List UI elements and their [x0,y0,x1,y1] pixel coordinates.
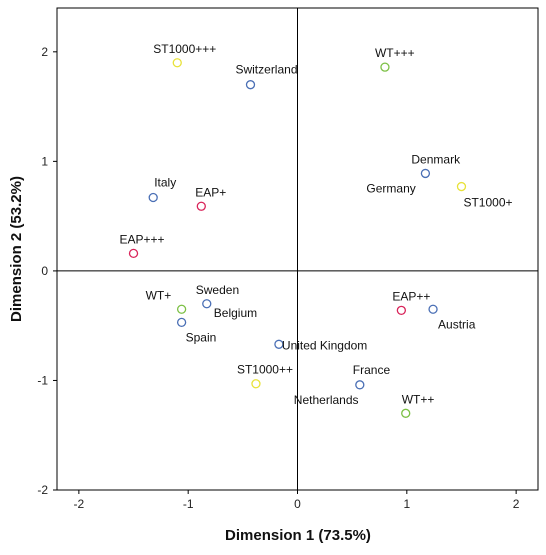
x-tick-label: 1 [403,497,410,511]
point-label-netherlands: Netherlands [294,393,359,407]
point-label-belgium: Belgium [214,306,257,320]
point-marker-switzerland [245,80,256,90]
x-axis-ticks: -2 -1 0 1 2 [74,490,520,511]
point-label-st1000ppp: ST1000+++ [153,42,216,56]
point-label-austria: Austria [438,317,476,331]
point-label-wtppp: WT+++ [375,46,415,60]
x-tick-label: -1 [183,497,194,511]
point-marker-eappp [396,305,407,315]
point-marker-st1000p [456,181,467,192]
point-labels: Switzerland Denmark Germany Italy Sweden Belg… [120,42,513,407]
y-axis-title: Dimension 2 (53.2%) [8,176,25,322]
point-label-eapppp: EAP+++ [120,232,165,246]
x-axis-title: Dimension 1 (73.5%) [225,527,371,544]
point-label-wtpp: WT++ [402,392,435,406]
point-label-united-kingdom: United Kingdom [282,338,367,352]
point-marker-st1000ppp [172,58,182,68]
point-label-st1000pp: ST1000++ [237,363,293,377]
point-marker-united-kingdom [274,339,284,349]
point-marker-sweden [202,299,212,309]
point-marker-france [355,380,365,390]
point-marker-wtp [176,304,187,314]
data-points [128,58,467,418]
point-marker-denmark [420,168,431,179]
point-label-spain: Spain [186,330,217,344]
point-label-sweden: Sweden [196,283,239,297]
point-label-denmark: Denmark [411,152,461,166]
point-label-eapp: EAP+ [195,185,226,199]
point-label-eappp: EAP++ [392,289,430,303]
y-tick-label: -2 [37,483,48,497]
point-label-switzerland: Switzerland [235,63,297,77]
x-tick-label: -2 [74,497,85,511]
x-tick-label: 0 [294,497,301,511]
x-tick-label: 2 [513,497,520,511]
y-tick-label: 1 [41,154,48,168]
point-marker-wtpp [401,408,411,418]
point-label-st1000p: ST1000+ [463,196,512,210]
point-marker-eapp [196,201,206,211]
y-axis-ticks: -2 -1 0 1 2 [37,45,57,497]
point-marker-spain [176,317,187,328]
point-marker-wtppp [380,62,390,72]
y-tick-label: 0 [41,264,48,278]
y-tick-label: 2 [41,45,48,59]
point-marker-italy [148,192,158,203]
point-marker-eapppp [128,248,139,259]
point-label-wtp: WT+ [146,288,172,302]
point-label-italy: Italy [154,176,176,190]
y-tick-label: -1 [37,373,48,387]
reference-lines [57,8,538,490]
point-label-germany: Germany [366,181,415,195]
point-marker-austria [428,304,438,314]
point-marker-st1000pp [251,379,261,389]
point-label-france: France [353,363,391,377]
